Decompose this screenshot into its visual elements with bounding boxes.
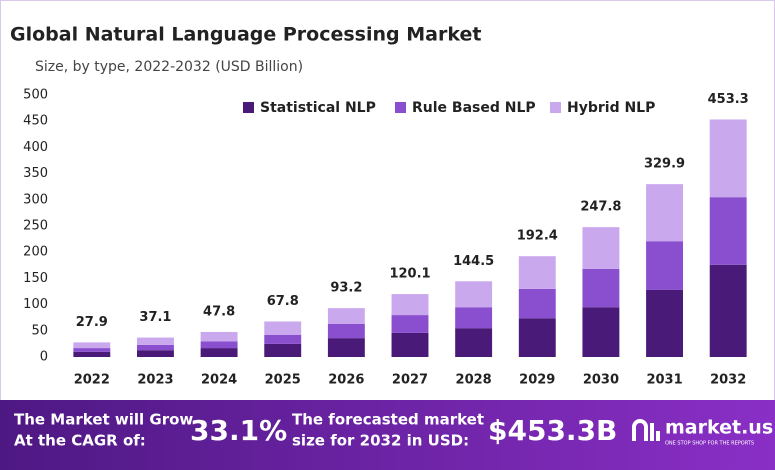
y-tick-label: 150 — [23, 271, 48, 286]
bar-segment — [264, 334, 302, 344]
y-tick-label: 50 — [31, 323, 48, 338]
bar-segment — [391, 315, 429, 333]
bar-segment — [582, 227, 620, 269]
total-label: 329.9 — [644, 157, 685, 172]
y-tick-label: 350 — [23, 166, 48, 181]
x-tick-label: 2027 — [392, 373, 428, 388]
bar-segment — [200, 348, 238, 357]
bar-segment — [455, 328, 493, 357]
bar-segment — [646, 184, 683, 242]
total-label: 192.4 — [517, 229, 558, 244]
y-tick-label: 450 — [23, 114, 48, 129]
x-tick-label: 2028 — [456, 373, 492, 388]
x-tick-label: 2024 — [201, 373, 237, 388]
y-tick-label: 0 — [40, 350, 48, 365]
forecast-text: The forecasted market — [292, 411, 484, 429]
y-tick-label: 100 — [23, 297, 48, 312]
total-label: 144.5 — [453, 254, 494, 269]
x-tick-label: 2022 — [74, 373, 110, 388]
legend-swatch — [395, 102, 406, 113]
chart-title: Global Natural Language Processing Marke… — [10, 24, 481, 46]
bar-segment — [137, 350, 174, 357]
y-tick-label: 400 — [23, 140, 48, 155]
bar-segment — [264, 343, 302, 357]
bar-segment — [200, 331, 238, 342]
bar-segment — [518, 288, 556, 319]
bar-segment — [582, 307, 620, 357]
x-tick-label: 2026 — [328, 373, 364, 388]
bar-segment — [646, 241, 683, 290]
x-tick-label: 2030 — [583, 373, 619, 388]
x-tick-label: 2029 — [519, 373, 555, 388]
bar-segment — [518, 318, 556, 357]
total-label: 27.9 — [76, 315, 108, 330]
bar-segment — [327, 323, 365, 339]
total-label: 247.8 — [580, 200, 621, 215]
forecast-text: size for 2032 in USD: — [292, 432, 469, 450]
x-tick-label: 2031 — [646, 373, 682, 388]
bar-segment — [73, 351, 111, 357]
bar-segment — [327, 308, 365, 324]
legend-swatch — [243, 102, 254, 113]
bar-segment — [455, 281, 493, 308]
bar-segment — [709, 119, 747, 198]
bar-segment — [391, 294, 429, 316]
x-tick-label: 2032 — [710, 373, 746, 388]
bar-segment — [646, 289, 683, 357]
bar-segment — [709, 197, 747, 265]
bar-segment — [327, 338, 365, 357]
total-label: 453.3 — [708, 92, 749, 107]
cagr-text: At the CAGR of: — [14, 432, 146, 450]
bar-segment — [137, 344, 174, 351]
total-label: 120.1 — [389, 267, 430, 282]
total-label: 67.8 — [267, 294, 299, 309]
y-tick-label: 250 — [23, 219, 48, 234]
x-tick-label: 2025 — [265, 373, 301, 388]
y-tick-label: 500 — [23, 88, 48, 103]
bar-segment — [455, 307, 493, 329]
legend-label: Rule Based NLP — [412, 100, 536, 116]
bar-segment — [391, 332, 429, 357]
total-label: 47.8 — [203, 304, 235, 319]
bar-segment — [73, 348, 111, 352]
y-tick-label: 300 — [23, 192, 48, 207]
bar-segment — [582, 268, 620, 308]
bar-segment — [200, 341, 238, 349]
legend-label: Statistical NLP — [260, 100, 376, 116]
total-label: 93.2 — [330, 281, 362, 296]
legend-swatch — [550, 102, 561, 113]
cagr-value: 33.1% — [190, 414, 287, 447]
total-label: 37.1 — [139, 310, 171, 325]
tagline: ONE STOP SHOP FOR THE REPORTS — [665, 441, 754, 447]
x-tick-label: 2023 — [137, 373, 173, 388]
bar-segment — [137, 337, 174, 345]
y-tick-label: 200 — [23, 245, 48, 260]
bar-segment — [518, 256, 556, 289]
legend-label: Hybrid NLP — [567, 100, 655, 116]
chart-subtitle: Size, by type, 2022-2032 (USD Billion) — [35, 59, 303, 75]
brand: market.us — [665, 417, 773, 439]
bar-segment — [709, 264, 747, 357]
brand-logo — [632, 419, 660, 441]
cagr-text: The Market will Grow — [14, 411, 193, 429]
bar-segment — [264, 321, 302, 335]
bar-segment — [73, 342, 111, 349]
forecast-value: $453.3B — [488, 414, 617, 447]
